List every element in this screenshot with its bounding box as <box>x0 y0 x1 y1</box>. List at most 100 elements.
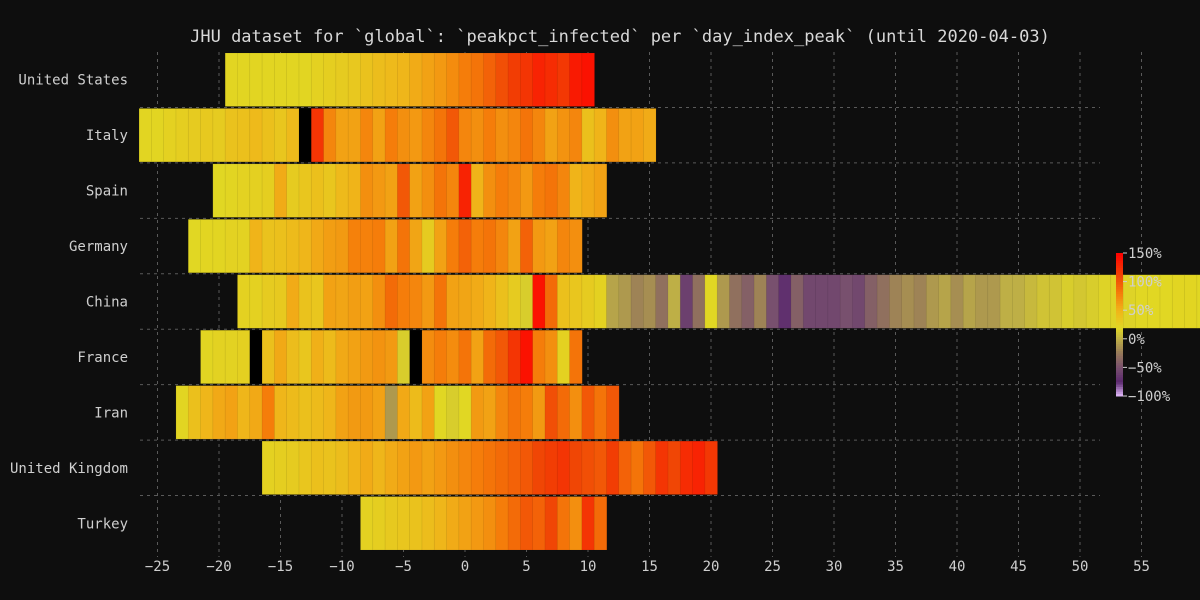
heatmap-cell <box>667 440 681 495</box>
heatmap-cell <box>335 274 349 329</box>
colorbar-swatch <box>1116 362 1123 366</box>
heatmap-cell <box>1036 274 1050 329</box>
heatmap-cell <box>556 108 571 163</box>
heatmap-cell <box>532 108 546 163</box>
heatmap-cell <box>347 274 362 329</box>
x-tick-label: 35 <box>887 559 904 575</box>
heatmap-cell <box>704 440 718 495</box>
heatmap-cell <box>556 274 571 329</box>
heatmap-cell <box>323 440 337 495</box>
heatmap-row <box>212 163 608 218</box>
heatmap-cell <box>397 385 411 440</box>
heatmap-cell <box>384 219 399 274</box>
heatmap-cell <box>175 385 189 440</box>
heatmap-cell <box>421 219 435 274</box>
colorbar-swatch <box>1116 283 1123 287</box>
heatmap-cell <box>520 52 534 107</box>
heatmap-cell <box>520 274 534 329</box>
heatmap-cell <box>470 440 485 495</box>
heatmap-cell <box>1196 274 1200 329</box>
heatmap-cell <box>643 274 657 329</box>
heatmap-cell <box>274 108 288 163</box>
heatmap-cell <box>483 329 497 384</box>
colorbar-swatch <box>1116 338 1123 342</box>
colorbar-swatch <box>1116 298 1123 302</box>
heatmap-cell <box>335 163 349 218</box>
heatmap-cell <box>507 440 522 495</box>
heatmap-cell <box>360 108 374 163</box>
heatmap-cell <box>446 385 460 440</box>
heatmap-cell <box>630 108 645 163</box>
heatmap-cell <box>1085 274 1100 329</box>
heatmap-cell <box>286 219 300 274</box>
y-tick-label: United States <box>18 73 128 89</box>
heatmap-cell <box>200 329 214 384</box>
heatmap-cell <box>274 52 288 107</box>
heatmap-cell <box>237 219 251 274</box>
heatmap-cell <box>581 52 595 107</box>
heatmap-cell <box>569 52 583 107</box>
heatmap-cell <box>310 219 325 274</box>
heatmap-cell <box>630 440 645 495</box>
heatmap-cell <box>274 163 288 218</box>
heatmap-cell <box>741 274 755 329</box>
heatmap-cell <box>655 274 669 329</box>
colorbar-swatch <box>1116 386 1123 390</box>
colorbar-swatch <box>1116 255 1123 259</box>
x-tick-label: 30 <box>826 559 843 575</box>
heatmap-cell <box>520 108 534 163</box>
heatmap-cell <box>618 274 632 329</box>
heatmap-cell <box>397 219 411 274</box>
heatmap-cell <box>532 496 546 551</box>
heatmap-cell <box>298 385 312 440</box>
heatmap-cell <box>298 108 312 162</box>
heatmap-cell <box>433 219 448 274</box>
heatmap-cell <box>593 163 608 218</box>
heatmap-cell <box>483 163 497 218</box>
heatmap-cell <box>335 329 349 384</box>
colorbar-swatch <box>1116 379 1123 383</box>
heatmap-cell <box>433 496 448 551</box>
heatmap-cell <box>421 496 435 551</box>
colorbar-swatch <box>1116 329 1123 333</box>
heatmap-cell <box>483 274 497 329</box>
heatmap-cell <box>347 329 362 384</box>
heatmap-cell <box>212 329 226 384</box>
colorbar-swatch <box>1116 281 1123 285</box>
heatmap-cell <box>409 108 423 163</box>
heatmap-cell <box>372 440 386 495</box>
heatmap-cell <box>310 52 325 107</box>
heatmap-cell <box>175 108 189 163</box>
heatmap-cell <box>802 274 817 329</box>
heatmap-cell <box>298 219 312 274</box>
heatmap-cell <box>544 385 558 440</box>
colorbar-swatch <box>1116 291 1123 295</box>
heatmap-cell <box>495 274 509 329</box>
heatmap-cell <box>458 52 472 107</box>
heatmap-cell <box>446 52 460 107</box>
x-tick-label: 10 <box>580 559 597 575</box>
colorbar-swatch <box>1116 355 1123 359</box>
colorbar-swatch <box>1116 343 1123 347</box>
colorbar-swatch <box>1116 322 1123 325</box>
colorbar-tick-label: 150% <box>1128 246 1162 262</box>
heatmap-cell <box>335 440 349 495</box>
heatmap-row <box>237 274 1200 329</box>
heatmap-cell <box>458 329 472 384</box>
colorbar-tick-label: −100% <box>1128 389 1171 405</box>
heatmap-cell <box>962 274 977 329</box>
heatmap-cell <box>274 385 288 440</box>
heatmap-cell <box>372 108 386 163</box>
heatmap-cell <box>470 274 485 329</box>
heatmap-cell <box>544 219 558 274</box>
heatmap-cell <box>261 440 276 495</box>
cells-layer <box>138 52 1200 551</box>
heatmap-cell <box>360 385 374 440</box>
heatmap-cell <box>532 385 546 440</box>
heatmap-row <box>187 219 583 274</box>
heatmap-cell <box>753 274 768 329</box>
heatmap-cell <box>360 440 374 495</box>
heatmap-cell <box>495 496 509 551</box>
heatmap-cell <box>778 274 792 329</box>
heatmap-cell <box>384 274 399 329</box>
